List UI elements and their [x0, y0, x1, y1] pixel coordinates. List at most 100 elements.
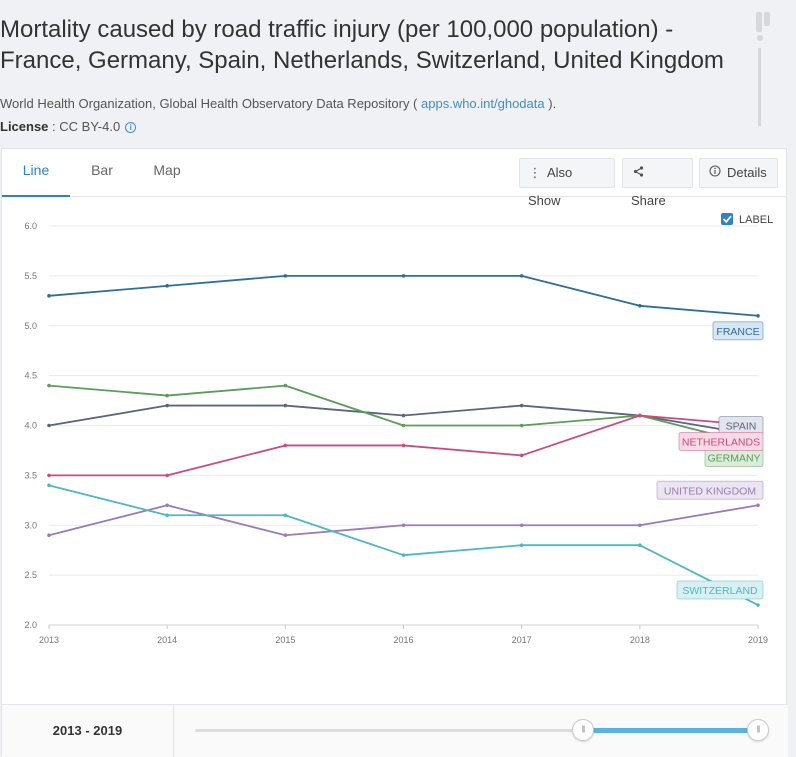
series-label-text: NETHERLANDS	[682, 437, 760, 449]
series-line-united-kingdom[interactable]	[48, 504, 759, 537]
chart-card: Line Bar Map ⋮ Also Show Share Details 2.…	[1, 148, 788, 757]
data-point[interactable]	[401, 413, 406, 418]
info-icon[interactable]: i	[125, 122, 137, 133]
series-line-spain[interactable]	[48, 404, 759, 437]
data-point[interactable]	[638, 543, 642, 547]
share-button[interactable]: Share	[622, 158, 693, 208]
license-value: : CC BY-4.0	[48, 119, 121, 134]
data-point[interactable]	[756, 603, 760, 607]
slider-end-handle[interactable]: |||	[747, 719, 769, 741]
series-label-text: FRANCE	[716, 326, 759, 338]
y-tick-label: 5.5	[24, 271, 37, 281]
data-point[interactable]	[283, 383, 288, 388]
data-point[interactable]	[756, 503, 760, 508]
data-point[interactable]	[283, 443, 288, 448]
series-line-france[interactable]	[48, 274, 759, 317]
series-label-france: FRANCE	[712, 321, 764, 341]
x-tick-label: 2018	[630, 635, 650, 645]
x-tick-label: 2016	[393, 635, 413, 645]
data-point[interactable]	[638, 413, 642, 418]
y-tick-label: 2.0	[24, 620, 37, 630]
slider-start-handle[interactable]: |||	[572, 719, 594, 741]
series-label-text: GERMANY	[707, 452, 760, 464]
x-tick-label: 2019	[748, 635, 768, 645]
x-tick-label: 2017	[512, 635, 532, 645]
x-tick-label: 2015	[275, 635, 295, 645]
label-toggle[interactable]: LABEL	[721, 213, 773, 226]
data-point[interactable]	[47, 473, 51, 478]
more-vertical-icon: ⋮	[528, 165, 542, 180]
label-toggle-text: LABEL	[739, 214, 773, 226]
data-point[interactable]	[165, 403, 169, 408]
data-point[interactable]	[47, 423, 51, 428]
data-point[interactable]	[47, 533, 51, 538]
source-link[interactable]: apps.who.int/ghodata	[421, 96, 545, 111]
data-point[interactable]	[47, 294, 51, 298]
series-label-netherlands: NETHERLANDS	[678, 432, 764, 451]
watermark-logo	[756, 12, 770, 126]
details-label: Details	[727, 165, 767, 180]
data-point[interactable]	[519, 453, 524, 458]
data-point[interactable]	[283, 403, 288, 408]
data-point[interactable]	[519, 543, 524, 547]
data-point[interactable]	[519, 423, 524, 428]
y-tick-label: 3.0	[24, 520, 37, 530]
series-label-box	[712, 321, 764, 341]
also-show-label: Also Show	[528, 165, 573, 208]
series-label-text: SPAIN	[726, 420, 757, 432]
range-label: 2013 - 2019	[2, 705, 174, 757]
also-show-button[interactable]: ⋮ Also Show	[519, 158, 615, 208]
series-label-united-kingdom: UNITED KINGDOM	[656, 480, 764, 500]
source-suffix: ).	[544, 96, 557, 111]
data-point[interactable]	[165, 513, 169, 518]
tab-line[interactable]: Line	[2, 149, 70, 197]
data-point[interactable]	[165, 284, 169, 288]
tab-bar[interactable]: Bar	[91, 162, 113, 178]
data-point[interactable]	[401, 553, 406, 557]
data-point[interactable]	[165, 503, 169, 508]
time-range-bar: 2013 - 2019 ||| |||	[2, 704, 788, 757]
info-circle-icon	[708, 159, 722, 187]
series-line-switzerland[interactable]	[48, 484, 759, 606]
slider-track[interactable]	[195, 729, 758, 732]
y-tick-label: 5.0	[24, 321, 37, 331]
series-label-switzerland: SWITZERLAND	[676, 580, 764, 600]
series-label-text: SWITZERLAND	[682, 585, 758, 597]
data-point[interactable]	[165, 393, 169, 398]
source-line: World Health Organization, Global Health…	[0, 96, 556, 111]
label-checkbox[interactable]	[721, 213, 733, 225]
license-line: License : CC BY-4.0 i	[0, 119, 137, 134]
data-point[interactable]	[519, 403, 524, 408]
data-point[interactable]	[401, 423, 406, 428]
source-prefix: World Health Organization, Global Health…	[0, 96, 422, 111]
series-label-text: UNITED KINGDOM	[664, 485, 756, 497]
series-labels: FRANCE SPAIN GERMANY NETHERLANDS UNITED KING…	[656, 321, 764, 600]
data-point[interactable]	[283, 274, 288, 278]
line-chart: 2.0 2.5 3.0 3.5 4.0 4.5 5.0 5.5 6.0 2013 2014 2015…	[24, 213, 773, 645]
data-point[interactable]	[165, 473, 169, 478]
series-label-box	[678, 432, 764, 451]
details-button[interactable]: Details	[699, 158, 778, 188]
data-point[interactable]	[638, 304, 642, 308]
data-point[interactable]	[519, 274, 524, 278]
tab-map[interactable]: Map	[153, 162, 181, 178]
data-point[interactable]	[47, 483, 51, 488]
y-tick-label: 2.5	[24, 570, 37, 580]
chart-tabs: Line Bar Map ⋮ Also Show Share Details	[2, 149, 786, 208]
data-point[interactable]	[401, 274, 406, 278]
x-tick-label: 2013	[39, 635, 59, 645]
y-tick-label: 3.5	[24, 470, 37, 480]
check-icon	[722, 215, 732, 224]
data-point[interactable]	[283, 533, 288, 538]
data-point[interactable]	[756, 313, 760, 318]
series-label-box	[656, 480, 764, 500]
y-tick-label: 4.0	[24, 421, 37, 431]
data-point[interactable]	[283, 513, 288, 518]
series-label-germany: GERMANY	[704, 447, 764, 467]
data-point[interactable]	[638, 523, 642, 528]
data-point[interactable]	[401, 523, 406, 528]
data-point[interactable]	[519, 523, 524, 528]
data-point[interactable]	[401, 443, 406, 448]
data-point[interactable]	[47, 383, 51, 388]
share-label: Share	[631, 193, 666, 208]
